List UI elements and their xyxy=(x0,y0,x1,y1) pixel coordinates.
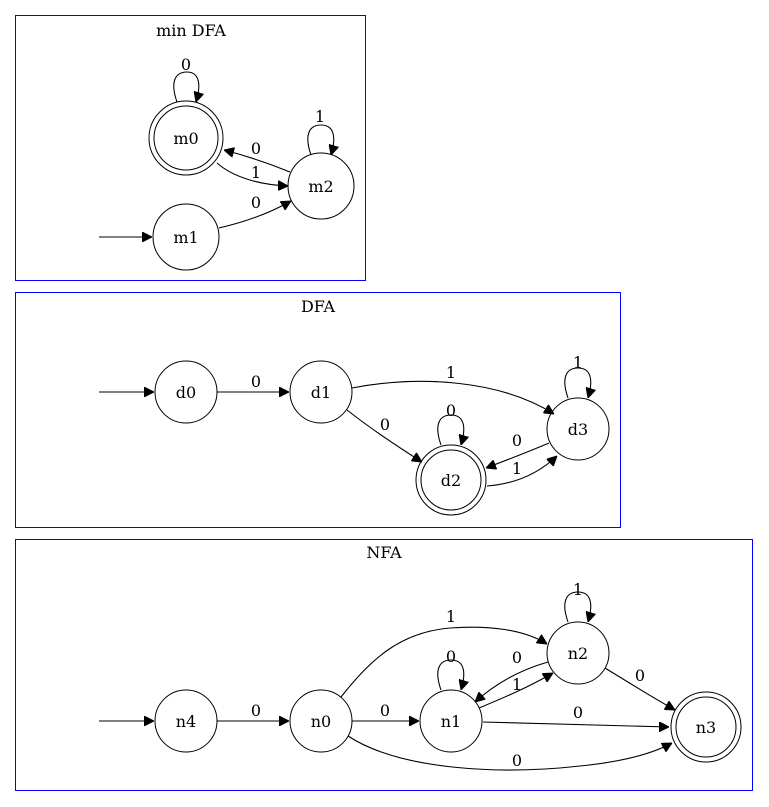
edge-d2-loop-label: 0 xyxy=(446,401,456,420)
edge-m2-m0-label: 0 xyxy=(251,139,261,158)
edge-n1-n2 xyxy=(478,673,553,709)
cluster-nfa-title: NFA xyxy=(366,543,402,562)
edge-n1-n2-label: 1 xyxy=(512,675,522,694)
state-m2-label: m2 xyxy=(308,177,333,196)
state-d2[interactable]: d2 xyxy=(415,444,487,516)
state-d1-label: d1 xyxy=(311,383,331,402)
edge-n2-loop xyxy=(564,591,591,622)
edge-n2-n3-label: 0 xyxy=(635,666,645,685)
edge-n1-n3-label: 0 xyxy=(573,703,583,722)
edge-d3-d2-label: 0 xyxy=(512,431,522,450)
state-d2-label: d2 xyxy=(441,471,461,490)
state-n0-label: n0 xyxy=(311,712,331,731)
state-m2[interactable]: m2 xyxy=(287,152,355,220)
edge-d3-loop xyxy=(564,367,591,398)
edge-d2-loop xyxy=(437,414,464,445)
edge-n1-loop xyxy=(437,659,464,690)
edge-m0-m2-label: 1 xyxy=(251,163,261,182)
cluster-nfa-border xyxy=(15,539,753,791)
edge-m1-m2-label: 0 xyxy=(251,193,261,212)
state-m1-label: m1 xyxy=(173,228,198,247)
state-m1[interactable]: m1 xyxy=(152,203,220,271)
edge-d0-d1-label: 0 xyxy=(251,372,261,391)
edge-m2-loop xyxy=(307,124,334,155)
state-d3-label: d3 xyxy=(568,420,588,439)
edge-n2-n1 xyxy=(475,661,549,702)
edge-d1-d3-label: 1 xyxy=(446,363,456,382)
state-n4[interactable]: n4 xyxy=(154,689,218,753)
edge-m2-loop-label: 1 xyxy=(315,107,325,126)
state-d1[interactable]: d1 xyxy=(289,360,353,424)
cluster-dfa: DFA d0 d1 d2 d3 0 1 0 xyxy=(15,292,621,528)
state-n3-label: n3 xyxy=(696,718,716,737)
edge-n1-loop-label: 0 xyxy=(446,647,456,666)
edge-d1-d2 xyxy=(346,409,422,462)
edge-n0-n2-label: 1 xyxy=(446,607,456,626)
cluster-dfa-title: DFA xyxy=(301,297,336,316)
state-n4-label: n4 xyxy=(176,712,196,731)
edge-d1-d3 xyxy=(351,380,554,414)
state-m0-label: m0 xyxy=(173,129,198,148)
cluster-min-dfa-border xyxy=(15,15,366,281)
state-m0[interactable]: m0 xyxy=(148,100,224,176)
edge-d1-d2-label: 0 xyxy=(380,415,390,434)
edge-d2-d3 xyxy=(486,456,557,487)
cluster-dfa-border xyxy=(15,292,621,528)
state-n1-label: n1 xyxy=(441,712,461,731)
state-n2-label: n2 xyxy=(568,644,588,663)
edge-n2-n1-label: 0 xyxy=(512,648,522,667)
cluster-min-dfa-title: min DFA xyxy=(156,21,226,40)
cluster-min-dfa: min DFA m0 m2 m1 0 1 0 1 xyxy=(15,15,366,281)
edge-d3-loop-label: 1 xyxy=(573,353,583,372)
edge-n4-n0-label: 0 xyxy=(251,701,261,720)
state-n2[interactable]: n2 xyxy=(546,621,610,685)
state-n1[interactable]: n1 xyxy=(419,689,483,753)
edge-n0-n1-label: 0 xyxy=(380,701,390,720)
edge-m1-m2 xyxy=(218,201,291,229)
edge-m0-loop-label: 0 xyxy=(181,55,191,74)
cluster-nfa: NFA n4 n0 n1 n2 n3 0 xyxy=(15,539,753,791)
edge-n2-loop-label: 1 xyxy=(573,580,583,599)
state-d0-label: d0 xyxy=(176,383,196,402)
edge-m0-loop xyxy=(173,71,199,102)
state-d3[interactable]: d3 xyxy=(546,397,610,461)
edge-n0-n3 xyxy=(347,735,672,771)
edge-d2-d3-label: 1 xyxy=(512,459,522,478)
edge-m2-m0 xyxy=(224,150,291,173)
edge-n2-n3 xyxy=(604,667,675,710)
edge-n1-n3 xyxy=(482,721,669,727)
edge-n0-n3-label: 0 xyxy=(512,751,522,770)
edge-m0-m2 xyxy=(216,162,288,186)
edge-d3-d2 xyxy=(486,442,550,468)
state-n0[interactable]: n0 xyxy=(289,689,353,753)
edge-n0-n2 xyxy=(340,626,547,698)
state-n3[interactable]: n3 xyxy=(670,691,742,763)
state-d0[interactable]: d0 xyxy=(154,360,218,424)
